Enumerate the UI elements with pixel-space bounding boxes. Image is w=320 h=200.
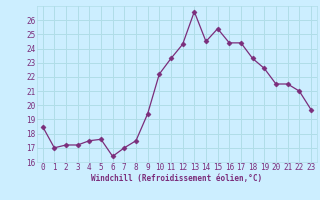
- X-axis label: Windchill (Refroidissement éolien,°C): Windchill (Refroidissement éolien,°C): [91, 174, 262, 183]
